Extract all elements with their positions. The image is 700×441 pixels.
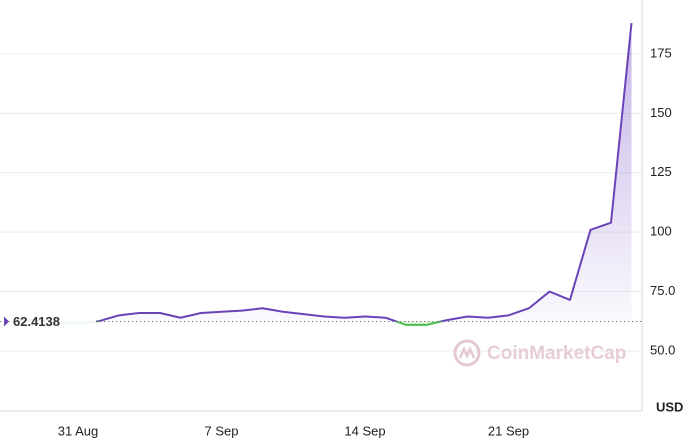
x-tick-label: 14 Sep	[344, 423, 385, 438]
x-tick-label: 7 Sep	[205, 423, 239, 438]
price-line-below	[40, 321, 446, 326]
x-tick-label: 31 Aug	[58, 423, 99, 438]
watermark: CoinMarketCap	[453, 339, 626, 367]
y-tick-label: 175	[650, 45, 672, 60]
area-below	[16, 321, 632, 325]
y-tick-label: 75.0	[650, 283, 675, 298]
watermark-text: CoinMarketCap	[487, 343, 626, 364]
grid	[0, 53, 642, 352]
y-tick-label: 150	[650, 105, 672, 120]
y-tick-label: 50.0	[650, 342, 675, 357]
plot: 62.4138	[0, 22, 642, 331]
reference-label: 62.4138	[13, 314, 60, 329]
area-above	[16, 23, 632, 322]
watermark-logo-mark	[458, 345, 476, 360]
watermark-logo	[453, 339, 481, 367]
x-tick-label: 21 Sep	[488, 423, 529, 438]
y-tick-label: 125	[650, 164, 672, 179]
y-tick-label: 100	[650, 224, 672, 239]
reference-marker	[4, 316, 9, 327]
y-unit: USD	[656, 399, 683, 414]
price-line	[16, 22, 633, 322]
reference-label-bg	[10, 312, 96, 331]
